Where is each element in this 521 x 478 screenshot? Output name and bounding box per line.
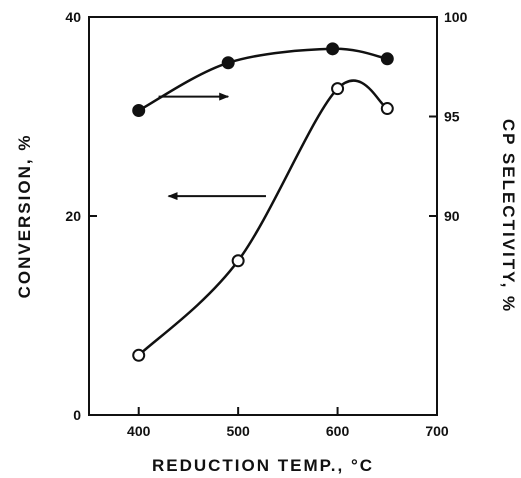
conversion-point xyxy=(231,254,245,268)
selectivity-point xyxy=(380,52,394,66)
x-tick-label: 700 xyxy=(425,423,449,439)
conversion-point xyxy=(380,102,394,116)
selectivity-point xyxy=(221,56,235,70)
data-points xyxy=(132,42,394,362)
x-tick-label: 600 xyxy=(326,423,350,439)
y-right-tick-label: 100 xyxy=(444,9,468,25)
y-left-tick-label: 0 xyxy=(73,407,81,423)
y-right-tick-label: 90 xyxy=(444,208,460,224)
conversion-curve xyxy=(137,79,389,357)
y-left-tick-label: 20 xyxy=(65,208,81,224)
y-left-tick-label: 40 xyxy=(65,9,81,25)
selectivity-curve xyxy=(138,47,388,112)
selectivity-point xyxy=(326,42,340,56)
series-curves xyxy=(137,47,389,357)
x-tick-label: 500 xyxy=(226,423,250,439)
conversion-point xyxy=(331,82,345,96)
x-axis-title: REDUCTION TEMP., °C xyxy=(152,456,374,475)
selectivity-point xyxy=(132,104,146,118)
y-axis-left-title: CONVERSION, % xyxy=(15,134,34,299)
conversion-point xyxy=(132,348,146,362)
ticks: 400 500 600 700 0 20 40 90 95 100 xyxy=(65,9,467,439)
y-axis-right-title: CP SELECTIVITY, % xyxy=(499,119,518,313)
annotation-arrows xyxy=(158,92,266,201)
x-tick-label: 400 xyxy=(127,423,151,439)
y-right-tick-label: 95 xyxy=(444,109,460,125)
